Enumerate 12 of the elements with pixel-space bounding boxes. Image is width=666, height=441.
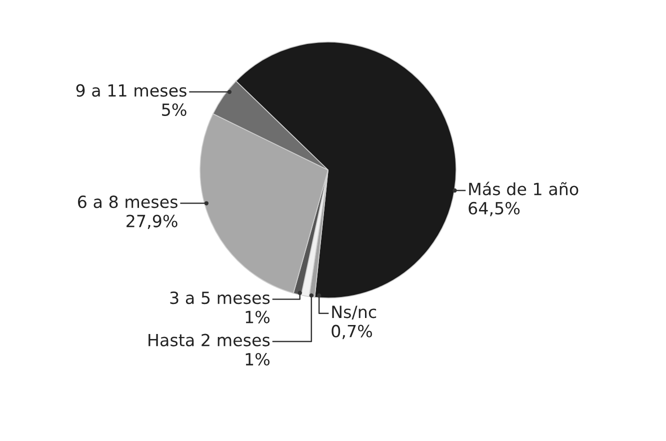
slice-label: 6 a 8 meses <box>78 196 178 208</box>
data-label: 27,9% <box>126 214 178 230</box>
slice-label: 9 a 11 meses <box>76 84 186 97</box>
slice-label: Más de 1 año <box>469 182 578 196</box>
data-label: 5% <box>162 103 186 116</box>
slice-label: Hasta 2 meses <box>148 334 270 346</box>
slice-label: Ns/nc <box>332 306 376 320</box>
data-label: 0,7% <box>332 324 372 340</box>
data-label: 1% <box>246 310 270 324</box>
data-label: 1% <box>246 352 270 366</box>
slice-label: 3 a 5 meses <box>170 292 270 304</box>
data-label: 64,5% <box>468 202 520 216</box>
